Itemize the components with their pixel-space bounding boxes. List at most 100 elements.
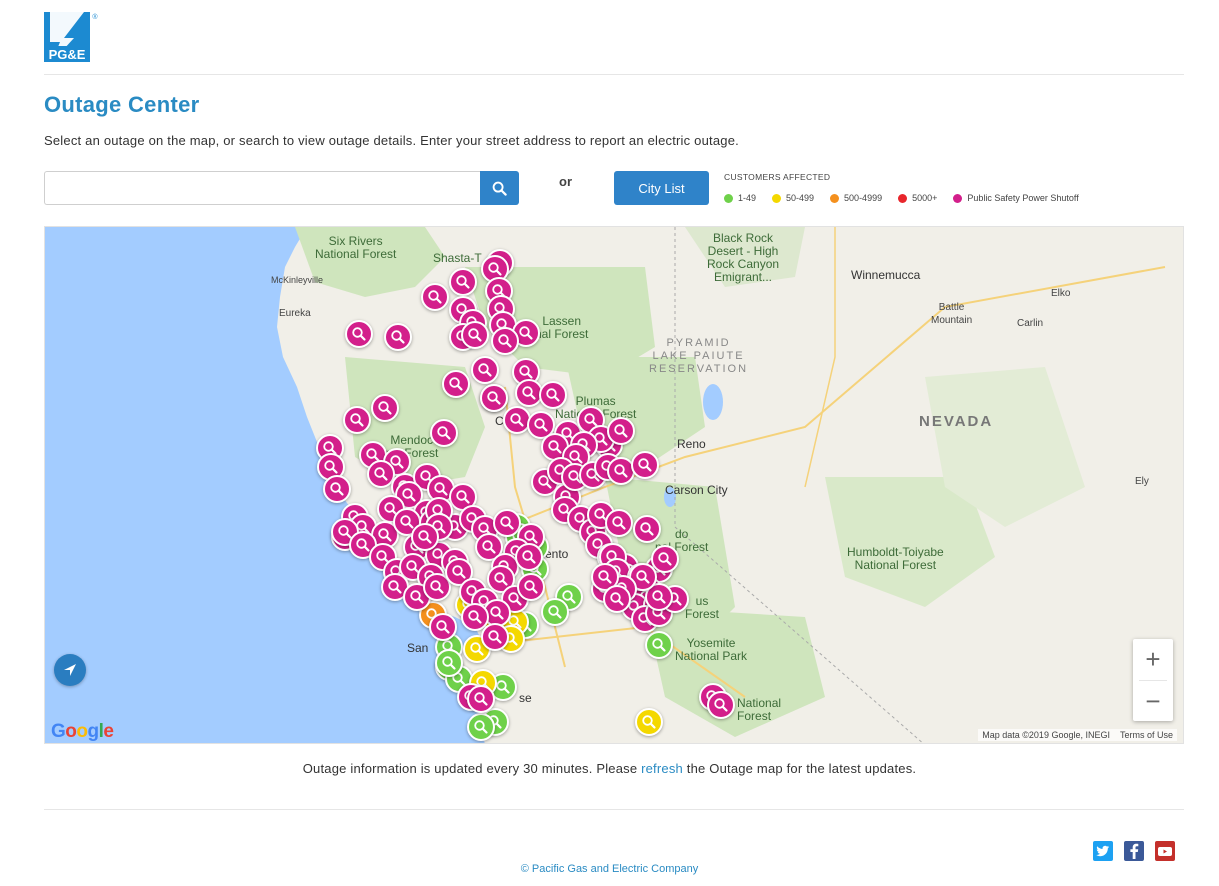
- outage-marker[interactable]: [480, 384, 508, 412]
- magnifier-icon: [437, 426, 451, 440]
- outage-marker[interactable]: [607, 417, 635, 445]
- map-label-six-rivers: Six Rivers National Forest: [315, 234, 397, 261]
- footer-divider: [44, 809, 1184, 810]
- copyright: © Pacific Gas and Electric Company: [520, 863, 699, 875]
- outage-marker[interactable]: [345, 320, 373, 348]
- outage-marker[interactable]: [421, 283, 449, 311]
- map-label-reno: Reno: [677, 437, 706, 451]
- address-search-input[interactable]: [44, 171, 480, 205]
- magnifier-icon: [488, 262, 502, 276]
- outage-marker[interactable]: [467, 685, 495, 713]
- map-base: [45, 227, 1166, 743]
- magnifier-icon: [524, 580, 538, 594]
- outage-marker[interactable]: [384, 323, 412, 351]
- outage-marker[interactable]: [607, 457, 635, 485]
- my-location-button[interactable]: [54, 654, 86, 686]
- magnifier-icon: [652, 590, 666, 604]
- outage-marker[interactable]: [633, 515, 661, 543]
- map-label-yosemite: Yosemite National Park: [675, 636, 748, 663]
- outage-marker[interactable]: [515, 379, 543, 407]
- map-label-stanislaus: us Forest: [685, 594, 720, 621]
- city-list-button[interactable]: City List: [614, 171, 709, 205]
- magnifier-icon: [378, 401, 392, 415]
- legend-item-50-499: 50-499: [772, 193, 814, 203]
- refresh-link[interactable]: refresh: [641, 761, 683, 776]
- outage-marker[interactable]: [442, 370, 470, 398]
- magnifier-icon: [494, 572, 508, 586]
- outage-marker[interactable]: [605, 509, 633, 537]
- magnifier-icon: [658, 552, 672, 566]
- svg-text:PG&E: PG&E: [49, 47, 86, 62]
- outage-marker[interactable]: [481, 623, 509, 651]
- magnifier-icon: [338, 525, 352, 539]
- youtube-icon[interactable]: [1155, 841, 1175, 861]
- outage-marker[interactable]: [471, 356, 499, 384]
- magnifier-icon: [498, 334, 512, 348]
- zoom-out-button[interactable]: −: [1145, 686, 1161, 716]
- magnifier-icon: [487, 391, 501, 405]
- outage-marker[interactable]: [367, 460, 395, 488]
- or-separator: or: [559, 174, 572, 189]
- outage-marker[interactable]: [343, 406, 371, 434]
- magnifier-icon: [366, 448, 380, 462]
- magnifier-icon: [478, 363, 492, 377]
- outage-marker[interactable]: [430, 419, 458, 447]
- map-label-nevada: NEVADA: [919, 413, 994, 430]
- navigation-arrow-icon: [64, 664, 76, 676]
- outage-marker[interactable]: [541, 598, 569, 626]
- zoom-divider: [1139, 680, 1167, 681]
- outage-marker[interactable]: [491, 327, 519, 355]
- outage-marker[interactable]: [707, 691, 735, 719]
- magnifier-icon: [374, 467, 388, 481]
- map-label-san-francisco: San: [407, 641, 429, 655]
- zoom-in-button[interactable]: +: [1145, 644, 1161, 674]
- search-button[interactable]: [480, 171, 519, 205]
- pge-logo[interactable]: PG&E ®: [44, 12, 98, 64]
- outage-marker[interactable]: [487, 565, 515, 593]
- magnifier-icon: [510, 413, 524, 427]
- red-dot-icon: [898, 193, 908, 203]
- outage-marker[interactable]: [539, 381, 567, 409]
- outage-map[interactable]: Six Rivers National Forest Shasta-T Lass…: [44, 226, 1184, 744]
- outage-marker[interactable]: [645, 631, 673, 659]
- outage-marker[interactable]: [603, 585, 631, 613]
- magnifier-icon: [474, 720, 488, 734]
- magnifier-icon: [470, 642, 484, 656]
- outage-marker[interactable]: [629, 563, 657, 591]
- magnifier-icon: [490, 606, 504, 620]
- terms-of-use-link[interactable]: Terms of Use: [1119, 730, 1173, 740]
- map-label-pyramid-lake: PYRAMID LAKE PAIUTE RESERVATION: [649, 337, 749, 375]
- magnifier-icon: [418, 530, 432, 544]
- outage-marker[interactable]: [371, 394, 399, 422]
- magenta-dot-icon: [953, 193, 963, 203]
- outage-marker[interactable]: [651, 545, 679, 573]
- magnifier-icon: [468, 328, 482, 342]
- outage-marker[interactable]: [493, 509, 521, 537]
- search-icon: [492, 181, 507, 196]
- outage-marker[interactable]: [323, 475, 351, 503]
- magnifier-icon: [456, 275, 470, 289]
- outage-marker[interactable]: [631, 451, 659, 479]
- magnifier-icon: [356, 538, 370, 552]
- magnifier-icon: [496, 680, 510, 694]
- outage-marker[interactable]: [449, 268, 477, 296]
- map-label-humboldt-toiyabe: Humboldt-Toiyabe National Forest: [847, 545, 944, 572]
- magnifier-icon: [452, 565, 466, 579]
- facebook-icon[interactable]: [1124, 841, 1144, 861]
- magnifier-icon: [508, 615, 522, 629]
- zoom-controls: + −: [1133, 639, 1173, 721]
- magnifier-icon: [598, 570, 612, 584]
- outage-marker[interactable]: [515, 543, 543, 571]
- yellow-dot-icon: [772, 193, 782, 203]
- outage-marker[interactable]: [429, 613, 457, 641]
- outage-marker[interactable]: [503, 406, 531, 434]
- twitter-icon[interactable]: [1093, 841, 1113, 861]
- outage-marker[interactable]: [635, 708, 663, 736]
- outage-marker[interactable]: [517, 573, 545, 601]
- legend-item-1-49: 1-49: [724, 193, 756, 203]
- outage-marker[interactable]: [467, 713, 495, 741]
- magnifier-icon: [642, 715, 656, 729]
- outage-marker[interactable]: [435, 649, 463, 677]
- outage-marker[interactable]: [411, 523, 439, 551]
- outage-marker[interactable]: [461, 321, 489, 349]
